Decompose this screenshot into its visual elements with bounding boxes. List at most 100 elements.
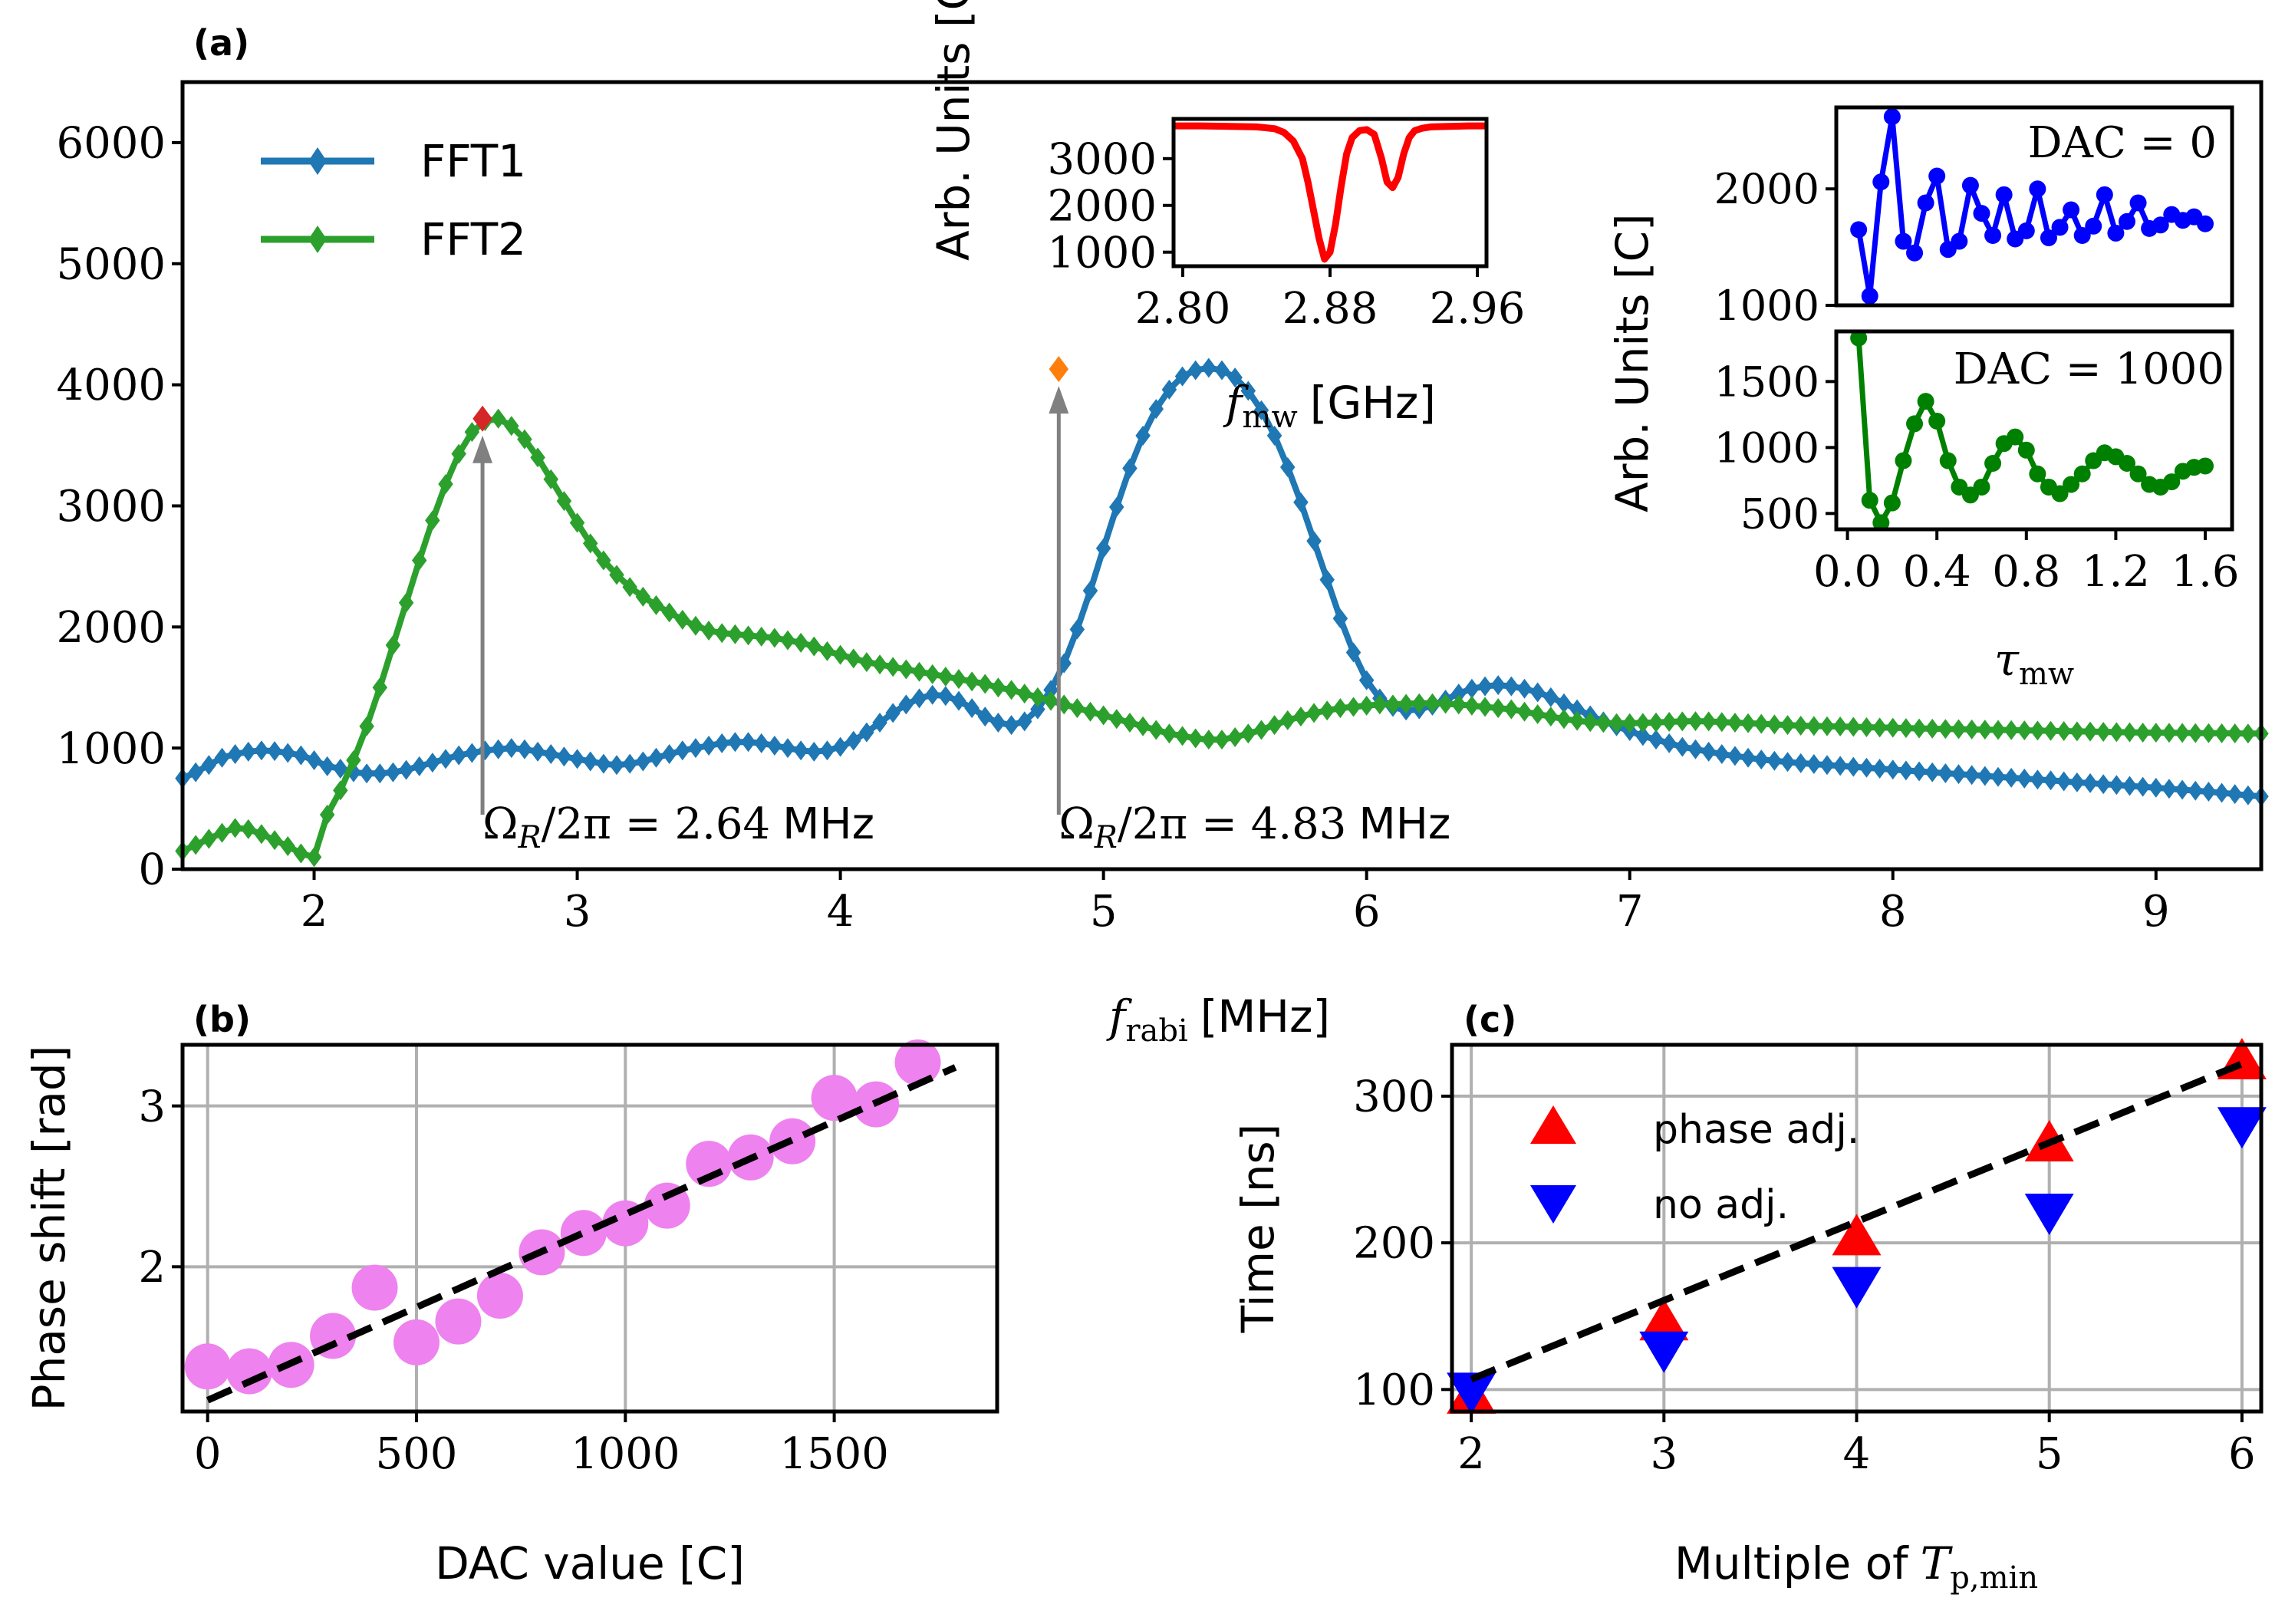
data-point-fft1 [241,741,256,762]
data-point-fft2 [1148,720,1164,740]
no-adj-marker [2217,1107,2267,1149]
x-tick-label: 2.88 [1282,284,1378,334]
data-point-fft2 [1595,713,1612,733]
data-point-fft1 [2003,767,2019,788]
data-point-fft1 [793,740,808,761]
data-point-fft2 [793,632,808,653]
x-tick-label: 6 [1353,887,1381,937]
panel-label-c: (c) [1464,999,1516,1040]
data-point-fft2 [990,677,1006,698]
annotation-arrow-head [1049,386,1069,414]
data-point-fft2 [1293,707,1309,727]
phase-data-point [435,1298,482,1345]
data-point-fft2 [911,661,927,682]
data-point-fft2 [2017,720,2033,741]
inset-data-point [2197,215,2214,232]
inset-data-point [2029,180,2046,198]
data-point-fft1 [2083,772,2098,793]
data-point-fft2 [977,674,993,694]
data-point-fft1 [1687,739,1704,759]
legend-entry-fft1: FFT1 [261,135,526,187]
data-point-fft1 [2043,770,2059,791]
data-point-fft1 [1872,758,1888,779]
inset-data-point [1939,452,1957,469]
data-point-fft1 [2030,769,2046,790]
data-point-fft2 [1201,730,1217,750]
dac0-label: DAC = 0 [2028,118,2217,168]
x-tick-label: 3 [564,887,591,937]
y-tick-label: 3 [138,1082,166,1132]
data-point-fft1 [1345,642,1361,663]
data-point-fft2 [767,628,782,648]
x-tick-label: 0.4 [1903,547,1971,597]
data-point-fft2 [2030,720,2046,741]
inset-data-point [1883,108,1901,126]
y-tick-label: 3000 [56,482,166,532]
y-tick-label: 2000 [56,603,166,653]
data-point-fft1 [1148,399,1164,420]
data-point-fft1 [596,753,611,774]
data-point-fft1 [425,753,440,773]
data-point-fft1 [885,703,901,723]
data-point-fft2 [1437,693,1454,714]
phase-plot-frame [180,1043,999,1414]
data-point-fft2 [1109,709,1124,730]
data-point-fft1 [688,738,703,759]
data-point-fft2 [333,780,348,801]
dac1000-frame [1834,329,2234,532]
data-point-fft1 [1109,497,1124,518]
inset-data-point [1951,232,1968,250]
data-point-fft2 [780,630,795,651]
data-point-fft1 [977,707,993,727]
data-point-fft2 [2069,721,2085,742]
main-legend: FFT1 FFT2 [261,135,526,265]
data-point-fft1 [924,684,940,705]
data-point-fft1 [1951,764,1967,785]
data-point-fft2 [1701,711,1717,732]
data-point-fft2 [1990,720,2006,740]
data-point-fft1 [1674,736,1691,757]
inset-data-point [1850,329,1868,347]
x-tick-label: 6 [2228,1429,2256,1479]
legend-entry-phase-adj: phase adj. [1530,1105,1859,1153]
data-point-fft1 [1003,715,1019,736]
legend-label-phase-adj: phase adj. [1653,1107,1859,1153]
phase-adj-marker [1639,1299,1689,1341]
inset-background [1836,331,2232,529]
data-point-fft1 [1990,766,2006,787]
inset-data-point [2096,186,2113,203]
data-point-fft2 [293,843,309,864]
data-point-fft2 [951,669,966,690]
data-point-fft1 [1174,366,1190,387]
data-point-fft1 [898,694,914,715]
data-point-fft2 [1424,693,1440,713]
legend-marker-fft2 [308,226,327,253]
data-point-fft2 [1859,717,1875,738]
data-point-fft1 [464,743,480,763]
y-tick-label: 6000 [56,119,166,169]
data-point-fft1 [2227,784,2243,805]
data-point-fft2 [1872,717,1888,738]
data-point-fft2 [1740,713,1756,733]
inset-data-point [1995,186,2013,203]
data-point-fft1 [1977,766,1993,786]
data-point-fft1 [990,713,1006,733]
data-point-fft1 [1240,380,1256,401]
data-point-fft2 [1372,694,1388,715]
phase-data-point [894,1039,941,1086]
legend-marker-no-adj [1530,1185,1576,1224]
panel-label-b: (b) [193,999,251,1040]
y-tick-label: 1000 [1714,423,1819,472]
data-point-fft2 [438,474,453,495]
data-point-fft1 [1819,755,1835,776]
data-point-fft1 [201,755,217,776]
data-point-fft2 [1964,719,1980,740]
data-point-fft1 [2241,785,2256,805]
data-point-fft1 [675,740,690,761]
data-point-fft2 [1543,707,1559,727]
inset-data-point [1973,478,1990,496]
data-point-fft2 [859,652,874,673]
inset-data-point [2152,216,2169,234]
data-point-fft2 [201,828,217,849]
